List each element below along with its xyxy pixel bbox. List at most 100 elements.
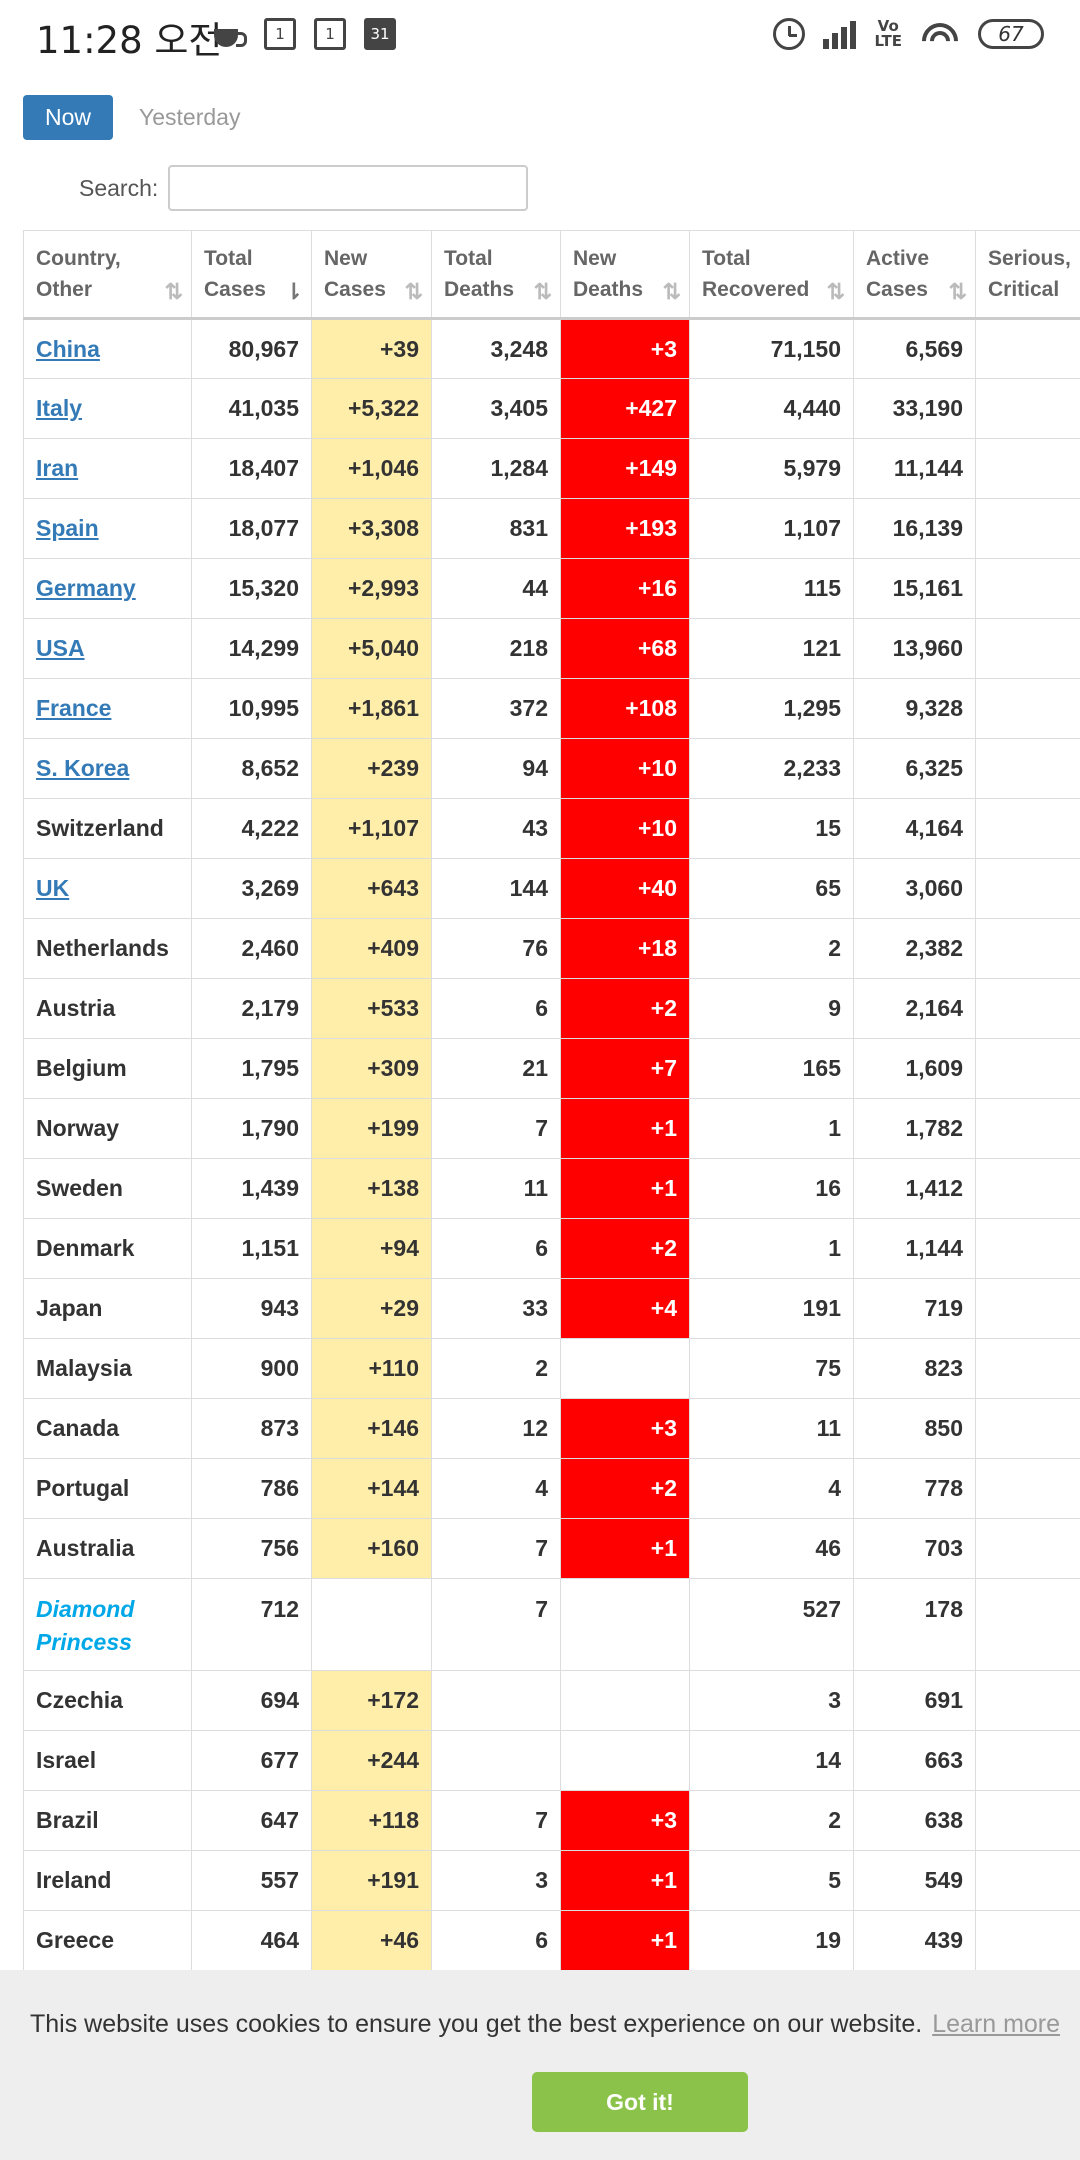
- table-row: Diamond Princess 712 7 5271781: [23, 1578, 1080, 1671]
- cell-country[interactable]: Spain: [23, 498, 192, 559]
- cell-total-recovered: 191: [689, 1278, 854, 1339]
- country-name: Greece: [36, 1927, 115, 1953]
- header-active-cases[interactable]: Active Cases ⇅: [853, 230, 976, 320]
- cell-active-cases: 16,139: [853, 498, 976, 559]
- cell-country[interactable]: S. Korea: [23, 738, 192, 799]
- cell-total-cases: 18,407: [191, 438, 312, 499]
- country-link[interactable]: Iran: [36, 455, 79, 481]
- header-serious-critical[interactable]: Serious, Critical: [975, 230, 1080, 320]
- header-total-cases[interactable]: Total Cases ⇂: [191, 230, 312, 320]
- cell-total-recovered: 527: [689, 1578, 854, 1671]
- country-link[interactable]: UK: [36, 875, 70, 901]
- cell-total-cases: 943: [191, 1278, 312, 1339]
- cell-country[interactable]: Iran: [23, 438, 192, 499]
- cell-country[interactable]: UK: [23, 858, 192, 919]
- country-link[interactable]: Germany: [36, 575, 136, 601]
- cell-serious-critical: 2: [975, 858, 1080, 919]
- cell-active-cases: 439: [853, 1910, 976, 1970]
- cell-total-cases: 677: [191, 1730, 312, 1791]
- country-link[interactable]: S. Korea: [36, 755, 130, 781]
- cell-total-deaths: 7: [431, 1790, 561, 1851]
- cell-total-deaths: 7: [431, 1518, 561, 1579]
- header-new-cases[interactable]: New Cases ⇅: [311, 230, 432, 320]
- cell-active-cases: 15,161: [853, 558, 976, 619]
- status-bar: 11:28 오전 1 1 31 Vo LTE 67: [0, 0, 1080, 66]
- cell-total-cases: 1,790: [191, 1098, 312, 1159]
- cell-country: Portugal: [23, 1458, 192, 1519]
- table-header-row: Country, Other ⇅ Total Cases ⇂ New Cases ⇅ …: [23, 230, 1080, 320]
- cell-active-cases: 4,164: [853, 798, 976, 859]
- cookie-message: This website uses cookies to ensure you …: [30, 2010, 1060, 2039]
- cell-new-cases: +5,322: [311, 378, 432, 439]
- header-total-deaths[interactable]: Total Deaths ⇅: [431, 230, 561, 320]
- cell-new-cases: +5,040: [311, 618, 432, 679]
- cell-serious-critical: 3: [975, 1218, 1080, 1279]
- status-system-icons: Vo LTE 67: [773, 14, 1044, 54]
- country-link[interactable]: Spain: [36, 515, 99, 541]
- header-country[interactable]: Country, Other ⇅: [23, 230, 192, 320]
- cell-total-deaths: 218: [431, 618, 561, 679]
- cell-country[interactable]: France: [23, 678, 192, 739]
- cell-country[interactable]: Italy: [23, 378, 192, 439]
- learn-more-link[interactable]: Learn more: [932, 2010, 1061, 2038]
- table-row: Israel 677 +244 14 663: [23, 1730, 1080, 1791]
- calendar-icon: 31: [364, 18, 396, 50]
- cell-total-deaths: 11: [431, 1158, 561, 1219]
- cell-new-deaths: [560, 1730, 690, 1791]
- cell-country: Belgium: [23, 1038, 192, 1099]
- cell-serious-critical: 1: [975, 978, 1080, 1039]
- cell-new-deaths: +2: [560, 978, 690, 1039]
- tab-now[interactable]: Now: [23, 95, 113, 140]
- cell-country[interactable]: USA: [23, 618, 192, 679]
- cell-country[interactable]: China: [23, 318, 192, 379]
- cell-total-cases: 464: [191, 1910, 312, 1970]
- cell-new-cases: +533: [311, 978, 432, 1039]
- search-label: Search:: [79, 175, 159, 201]
- cell-total-cases: 3,269: [191, 858, 312, 919]
- tab-yesterday[interactable]: Yesterday: [139, 104, 241, 130]
- cell-total-recovered: 75: [689, 1338, 854, 1399]
- cell-serious-critical: 4: [975, 1278, 1080, 1339]
- header-total-recovered[interactable]: Total Recovered ⇅: [689, 230, 854, 320]
- header-label: Country, Other: [36, 247, 121, 301]
- cell-active-cases: 13,960: [853, 618, 976, 679]
- table-row: Italy 41,035+5,3223,405+4274,44033,1902,4…: [23, 378, 1080, 439]
- table-row: Denmark 1,151+946+211,1443: [23, 1218, 1080, 1279]
- cell-total-recovered: 4: [689, 1458, 854, 1519]
- cell-total-cases: 786: [191, 1458, 312, 1519]
- cell-new-cases: +144: [311, 1458, 432, 1519]
- search-input[interactable]: [168, 165, 528, 211]
- cell-total-recovered: 3: [689, 1670, 854, 1731]
- table-row: Ireland 557 +191 3 +1 5 549: [23, 1850, 1080, 1911]
- cookie-banner: This website uses cookies to ensure you …: [0, 1970, 1080, 2160]
- table-row: Australia 756 +160 7 +1 46 703: [23, 1518, 1080, 1579]
- stats-table-container[interactable]: Country, Other ⇅ Total Cases ⇂ New Cases ⇅ …: [23, 230, 1080, 1970]
- country-link[interactable]: France: [36, 695, 112, 721]
- country-link[interactable]: Italy: [36, 395, 83, 421]
- cell-serious-critical: 5: [975, 738, 1080, 799]
- day-tabs: Now Yesterday: [23, 95, 240, 140]
- cell-total-recovered: 11: [689, 1398, 854, 1459]
- cell-new-cases: +3,308: [311, 498, 432, 559]
- volte-icon: Vo LTE: [874, 17, 902, 50]
- cell-total-recovered: 9: [689, 978, 854, 1039]
- cell-country: Czechia: [23, 1670, 192, 1731]
- table-row: Switzerland 4,222 +1,107 43 +10 15 4,164: [23, 798, 1080, 859]
- cell-total-deaths: [431, 1730, 561, 1791]
- cookie-accept-button[interactable]: Got it!: [532, 2072, 748, 2132]
- cell-serious-critical: [975, 1518, 1080, 1579]
- country-name: Switzerland: [36, 815, 164, 841]
- country-name: Sweden: [36, 1175, 123, 1201]
- cell-country[interactable]: Germany: [23, 558, 192, 619]
- cell-new-cases: +2,993: [311, 558, 432, 619]
- country-link[interactable]: USA: [36, 635, 85, 661]
- header-new-deaths[interactable]: New Deaths ⇅: [560, 230, 690, 320]
- cell-new-cases: +138: [311, 1158, 432, 1219]
- country-link[interactable]: China: [36, 335, 100, 362]
